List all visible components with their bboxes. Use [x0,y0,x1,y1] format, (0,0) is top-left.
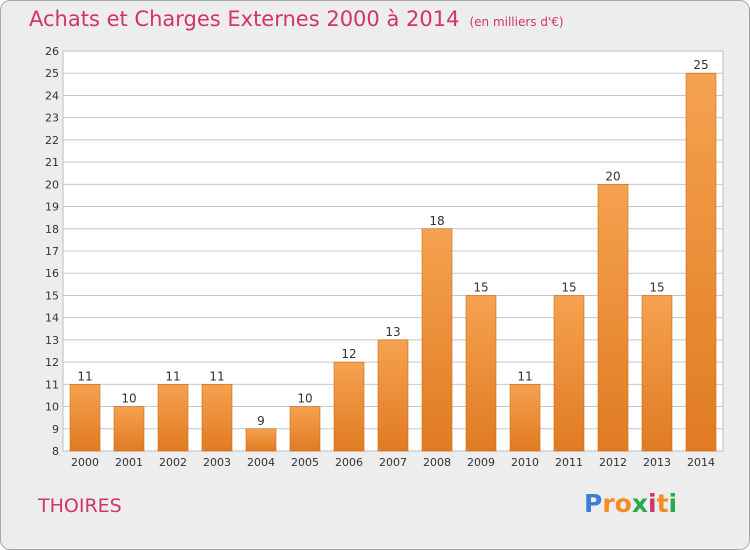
data-label: 11 [517,369,532,383]
data-label: 20 [605,169,620,183]
x-tick-label: 2003 [203,456,231,469]
chart-title-block: Achats et Charges Externes 2000 à 2014 (e… [29,7,564,31]
data-label: 25 [693,58,708,72]
bar [333,361,365,452]
data-label: 11 [165,369,180,383]
y-tick-label: 18 [45,223,59,236]
bar [509,384,541,452]
bar [465,295,497,452]
logo-letter: P [584,489,603,518]
y-tick-label: 9 [52,423,59,436]
data-label: 11 [209,369,224,383]
y-tick-label: 10 [45,401,59,414]
bar [157,384,189,452]
x-tick-label: 2006 [335,456,363,469]
bar [553,295,585,452]
x-axis-ticks: 2000 2001 2002 2003 2004 2005 2006 2007 2008 2009… [71,456,715,469]
x-tick-label: 2011 [555,456,583,469]
x-tick-label: 2004 [247,456,275,469]
bar [289,406,321,452]
x-tick-label: 2002 [159,456,187,469]
logo-letter: o [614,489,632,518]
bar [377,339,409,452]
y-tick-label: 20 [45,178,59,191]
data-label: 10 [121,392,136,406]
y-tick-label: 26 [45,45,59,58]
y-tick-label: 25 [45,67,59,80]
chart-title: Achats et Charges Externes 2000 à 2014 [29,7,460,31]
y-tick-label: 22 [45,134,59,147]
y-tick-label: 11 [45,378,59,391]
town-name: THOIRES [38,495,122,517]
y-tick-label: 19 [45,201,59,214]
data-label: 15 [561,280,576,294]
bar [597,184,629,452]
chart-subtitle: (en milliers d'€) [469,15,564,29]
data-label: 13 [385,325,400,339]
x-tick-label: 2013 [643,456,671,469]
x-tick-label: 2008 [423,456,451,469]
x-tick-label: 2012 [599,456,627,469]
y-tick-label: 23 [45,112,59,125]
logo-letter: x [631,489,648,518]
bar [685,72,717,452]
logo-letter: r [602,489,615,518]
x-tick-label: 2010 [511,456,539,469]
y-tick-label: 14 [45,312,59,325]
y-tick-label: 12 [45,356,59,369]
x-tick-label: 2005 [291,456,319,469]
bars [69,72,717,452]
bar [69,384,101,452]
y-tick-label: 13 [45,334,59,347]
proxiti-logo: Proxiti [584,489,677,518]
data-labels: 11 10 11 11 9 10 12 13 18 15 11 15 20 15 25 [77,58,708,428]
bar [245,428,277,452]
x-tick-label: 2000 [71,456,99,469]
data-label: 15 [473,280,488,294]
y-tick-label: 8 [52,445,59,458]
logo-letter: t [656,489,669,518]
data-label: 12 [341,347,356,361]
x-tick-label: 2007 [379,456,407,469]
y-tick-label: 17 [45,245,59,258]
bar [201,384,233,452]
y-axis-ticks: 8 9 10 11 12 13 14 15 16 17 18 19 20 21 22 23 24 25 26 [45,45,59,458]
logo-letter: i [648,489,657,518]
bar [421,228,453,452]
bar [113,406,145,452]
logo-letter: i [668,489,678,518]
y-tick-label: 16 [45,267,59,280]
y-tick-label: 15 [45,289,59,302]
data-label: 9 [257,414,265,428]
data-label: 15 [649,280,664,294]
x-tick-label: 2001 [115,456,143,469]
y-tick-label: 21 [45,156,59,169]
data-label: 11 [77,369,92,383]
x-tick-label: 2009 [467,456,495,469]
x-tick-label: 2014 [687,456,715,469]
y-tick-label: 24 [45,89,59,102]
data-label: 10 [297,392,312,406]
data-label: 18 [429,214,444,228]
bar [641,295,673,452]
